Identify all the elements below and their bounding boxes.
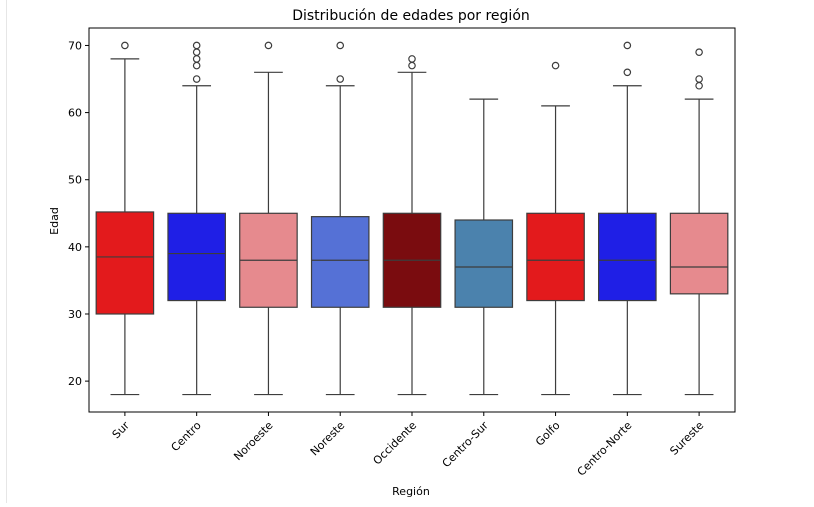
outlier-point xyxy=(336,41,345,50)
x-axis-label: Región xyxy=(392,485,430,498)
box-centro-norte xyxy=(598,212,657,302)
outlier-point xyxy=(192,75,201,83)
box-golfo xyxy=(526,212,585,302)
outlier-point xyxy=(121,41,129,50)
outlier-point xyxy=(695,81,703,90)
outlier-point xyxy=(695,48,703,56)
y-tick-label: 70 xyxy=(68,39,82,52)
box-noreste xyxy=(310,216,370,308)
outlier-point xyxy=(192,41,201,50)
outlier-point xyxy=(192,61,201,70)
x-tick-label: Centro-Sur xyxy=(440,419,492,471)
left-divider xyxy=(6,0,7,503)
y-axis-label: Edad xyxy=(48,207,61,235)
outlier-point xyxy=(623,41,632,50)
box-centro-sur xyxy=(454,219,514,308)
outlier-point xyxy=(623,68,632,77)
x-tick-label: Golfo xyxy=(533,419,563,449)
y-tick-label: 60 xyxy=(68,107,82,120)
outlier-point xyxy=(408,61,416,70)
plot-area: 20 30 40 50 60 70 Sur Centro Noroeste Noreste Occi… xyxy=(68,27,736,479)
x-tick-label: Sur xyxy=(110,419,133,442)
x-tick-label: Noreste xyxy=(308,419,348,459)
outlier-point xyxy=(192,55,201,63)
box-sureste xyxy=(669,212,729,295)
y-tick-label: 40 xyxy=(68,241,82,254)
outlier-point xyxy=(408,55,416,63)
outlier-point xyxy=(264,41,273,50)
outlier-point xyxy=(695,75,703,83)
outlier-point xyxy=(551,61,560,70)
outlier-point xyxy=(336,75,345,83)
y-tick-label: 30 xyxy=(68,308,82,321)
y-tick-label: 20 xyxy=(68,375,82,388)
x-tick-label: Occidente xyxy=(371,419,420,468)
box-sur xyxy=(95,211,155,315)
box-centro xyxy=(167,212,226,302)
outlier-point xyxy=(192,48,201,56)
x-tick-label: Noroeste xyxy=(231,419,275,463)
x-tick-label: Sureste xyxy=(667,419,706,458)
x-tick-label: Centro xyxy=(169,419,204,454)
y-tick-label: 50 xyxy=(68,174,82,187)
x-tick-label: Centro-Norte xyxy=(575,419,635,479)
chart-title: Distribución de edades por región xyxy=(292,8,530,24)
